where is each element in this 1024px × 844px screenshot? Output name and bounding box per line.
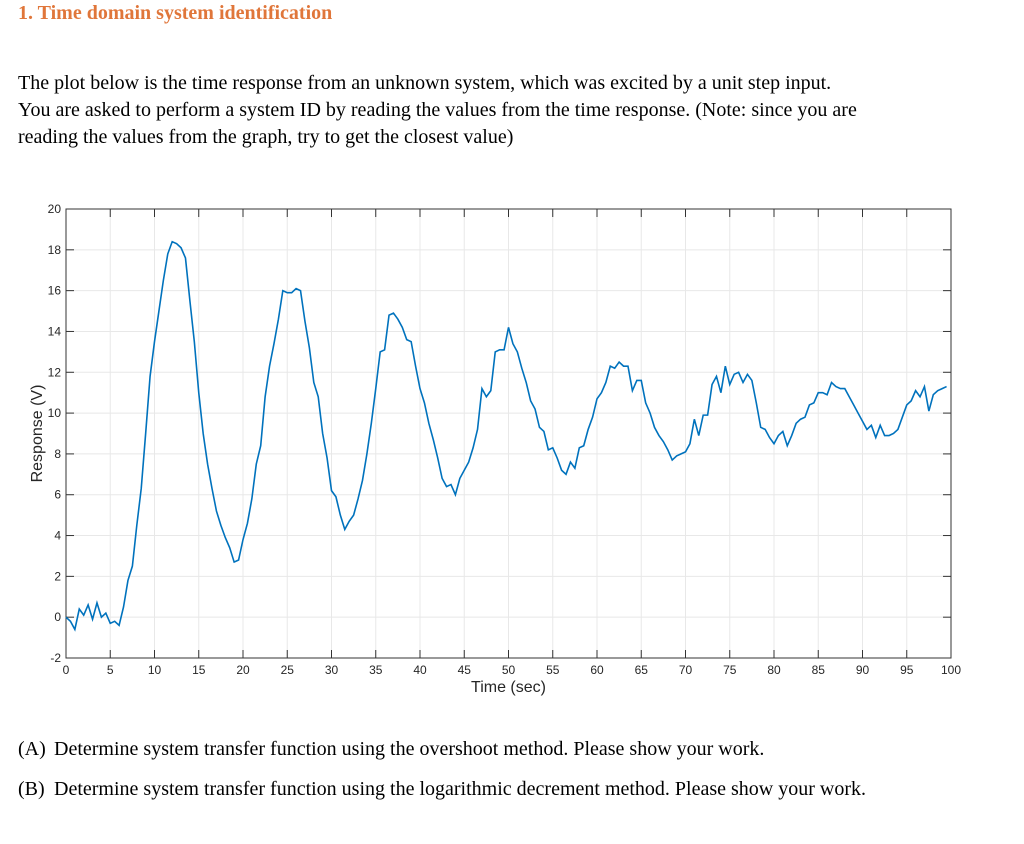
y-tick-label: 0 (54, 610, 61, 624)
x-tick-label: 100 (941, 663, 961, 677)
question-text: Determine system transfer function using… (54, 778, 867, 800)
x-axis-label: Time (sec) (471, 679, 546, 696)
x-tick-label: 5 (107, 663, 114, 677)
x-tick-label: 75 (723, 663, 737, 677)
intro-line: reading the values from the graph, try t… (18, 126, 514, 148)
x-tick-label: 45 (458, 663, 472, 677)
x-tick-label: 50 (502, 663, 516, 677)
title: 1. Time domain system identification (18, 2, 333, 24)
x-tick-label: 25 (281, 663, 295, 677)
y-tick-label: 6 (54, 488, 61, 502)
question: (A) Determine system transfer function us… (18, 736, 978, 763)
plot-frame (65, 208, 952, 659)
x-tick-label: 35 (369, 663, 383, 677)
data-line (65, 240, 947, 632)
x-tick-label: 40 (413, 663, 427, 677)
y-tick-label: 14 (48, 324, 62, 338)
x-tick-label: 60 (590, 663, 604, 677)
y-tick-label: 12 (48, 365, 62, 379)
x-tick-label: 65 (635, 663, 649, 677)
x-tick-label: 0 (63, 663, 70, 677)
intro-line: You are asked to perform a system ID by … (18, 99, 857, 121)
x-tick-label: 30 (325, 663, 339, 677)
questions: (A) Determine system transfer function us… (18, 736, 978, 816)
x-tick-label: 70 (679, 663, 693, 677)
x-tick-label: 85 (812, 663, 826, 677)
question-text: Determine system transfer function using… (54, 738, 765, 760)
x-tick-label: 20 (236, 663, 250, 677)
x-tick-label: 95 (900, 663, 914, 677)
x-tick-label: 10 (148, 663, 162, 677)
y-tick-label: 4 (54, 529, 61, 543)
y-axis-label: Response (V) (29, 385, 46, 483)
question: (B) Determine system transfer function us… (18, 776, 978, 803)
y-tick-label: 2 (54, 569, 61, 583)
y-tick-label: -2 (50, 651, 61, 665)
x-tick-label: 15 (192, 663, 206, 677)
question-label: (B) (18, 778, 45, 800)
x-tick-label: 55 (546, 663, 560, 677)
y-tick-label: 8 (54, 447, 61, 461)
x-tick-label: 80 (767, 663, 781, 677)
x-tick-label: 90 (856, 663, 870, 677)
y-tick-label: 18 (48, 243, 62, 257)
y-tick-label: 20 (48, 202, 62, 216)
y-tick-label: 10 (48, 406, 62, 420)
intro-line: The plot below is the time response from… (18, 72, 832, 94)
intro: The plot below is the time response from… (18, 70, 857, 151)
question-label: (A) (18, 738, 46, 760)
y-tick-label: 16 (48, 284, 62, 298)
